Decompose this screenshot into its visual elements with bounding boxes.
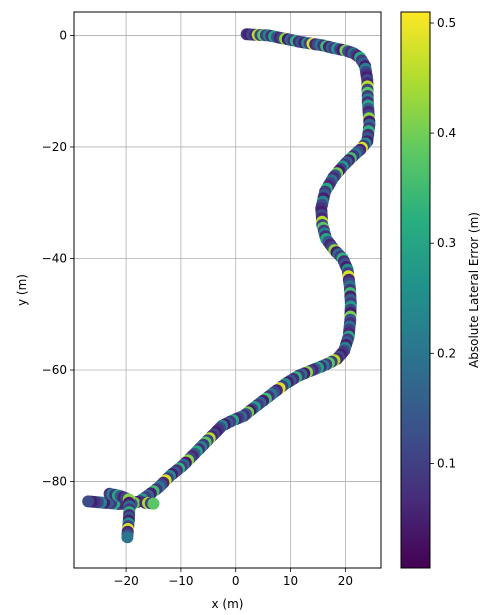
y-tick-label: −60 [42, 363, 67, 377]
plot-frame [73, 11, 382, 569]
colorbar-label: Absolute Lateral Error (m) [467, 212, 481, 368]
y-axis-ticks: 0 −20 −40 −60 −80 [42, 28, 74, 489]
colorbar-tick-label: 0.1 [437, 456, 456, 470]
colorbar [400, 11, 431, 569]
scatter-points [82, 28, 376, 544]
grid-lines [74, 12, 381, 568]
x-tick-label: 10 [283, 574, 298, 588]
y-tick-label: −20 [42, 140, 67, 154]
y-tick-label: 0 [59, 28, 67, 42]
trajectory-point [82, 495, 95, 508]
x-tick-label: 20 [338, 574, 353, 588]
y-tick-label: −80 [42, 475, 67, 489]
x-tick-label: −10 [168, 574, 193, 588]
colorbar-tick-label: 0.5 [437, 16, 456, 30]
y-tick-label: −40 [42, 251, 67, 265]
x-axis-label: x (m) [212, 597, 244, 611]
colorbar-tick-label: 0.4 [437, 126, 456, 140]
trajectory-point [147, 497, 160, 510]
x-tick-label: −20 [113, 574, 138, 588]
x-tick-label: 0 [232, 574, 240, 588]
trajectory-point [121, 531, 134, 544]
colorbar-tick-label: 0.2 [437, 346, 456, 360]
x-axis-ticks: −20 −10 0 10 20 [113, 568, 353, 588]
y-axis-label: y (m) [15, 274, 29, 306]
colorbar-ticks: 0.1 0.2 0.3 0.4 0.5 [430, 16, 456, 470]
colorbar-tick-label: 0.3 [437, 236, 456, 250]
